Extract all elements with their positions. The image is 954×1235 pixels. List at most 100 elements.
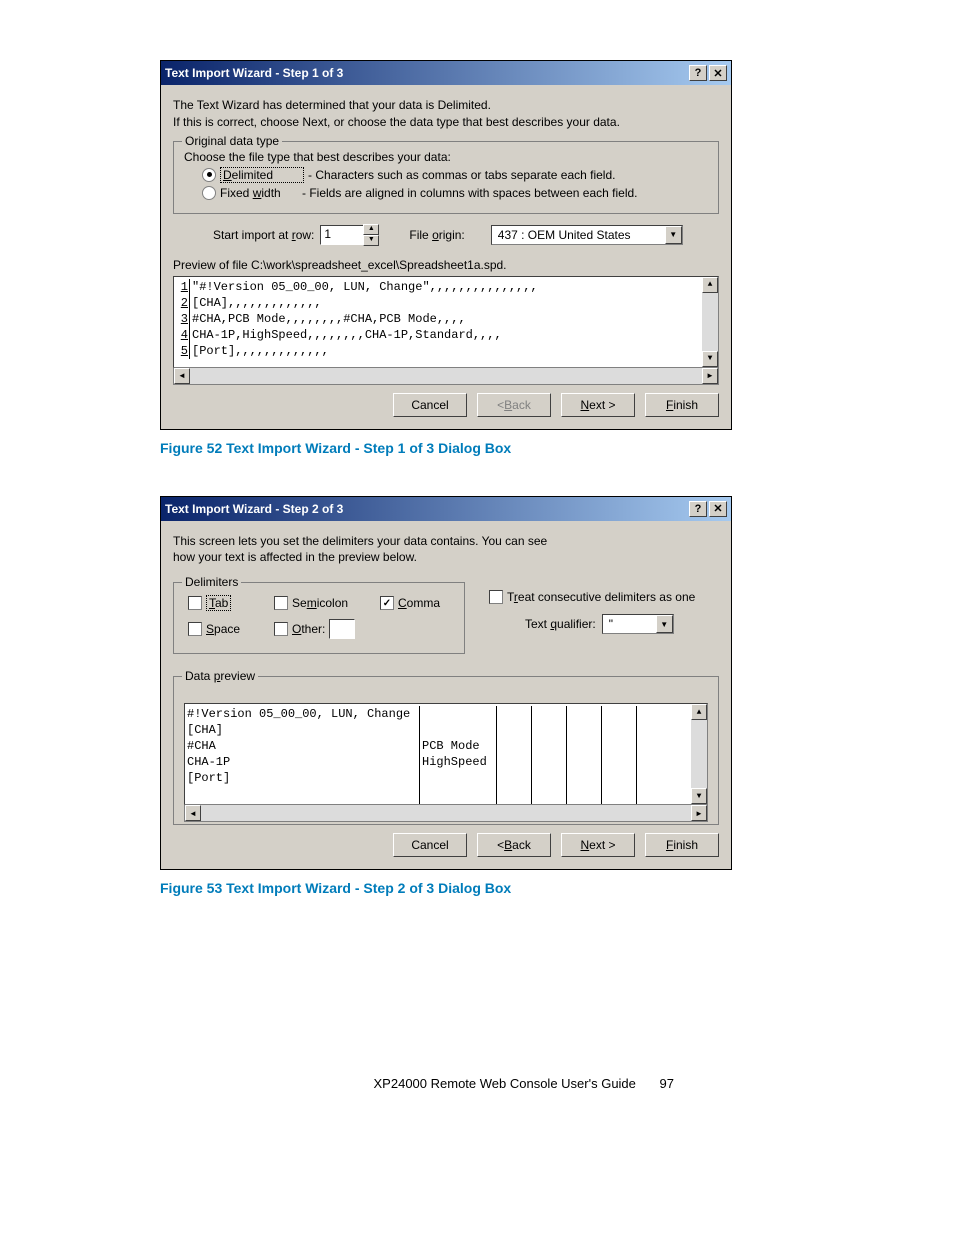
- fixed-width-radio[interactable]: [202, 186, 216, 200]
- original-data-type-group: Original data type Choose the file type …: [173, 141, 719, 214]
- preview-cell: [422, 770, 494, 786]
- semicolon-checkbox[interactable]: [274, 596, 288, 610]
- preview-columns: #!Version 05_00_00, LUN, Change[CHA]#CHA…: [185, 704, 707, 805]
- scroll-up-icon[interactable]: ▲: [691, 704, 707, 720]
- scrollbar-vertical[interactable]: ▲ ▼: [691, 704, 707, 804]
- space-checkbox-row[interactable]: Space: [188, 619, 258, 639]
- group-legend: Data preview: [182, 669, 258, 683]
- line-number: 2: [176, 295, 190, 311]
- start-row-spinner[interactable]: ▲ ▼: [363, 224, 379, 246]
- scrollbar-horizontal[interactable]: ◄ ►: [184, 805, 708, 822]
- intro-text: This screen lets you set the delimiters …: [173, 533, 719, 567]
- doc-title: XP24000 Remote Web Console User's Guide: [374, 1076, 636, 1091]
- treat-consecutive-row[interactable]: Treat consecutive delimiters as one: [489, 590, 695, 604]
- finish-button[interactable]: Finish: [645, 833, 719, 857]
- start-row-input[interactable]: 1: [320, 225, 364, 245]
- spin-down-icon[interactable]: ▼: [363, 235, 379, 246]
- scroll-track[interactable]: [190, 368, 702, 384]
- scroll-up-icon[interactable]: ▲: [702, 277, 718, 293]
- other-input[interactable]: [329, 619, 355, 639]
- preview-line: 4CHA-1P,HighSpeed,,,,,,,,CHA-1P,Standard…: [176, 327, 716, 343]
- line-number: 5: [176, 343, 190, 359]
- preview-cell: HighSpeed: [422, 754, 494, 770]
- line-number: 4: [176, 327, 190, 343]
- other-checkbox-row[interactable]: Other:: [274, 619, 355, 639]
- file-origin-label: File origin:: [409, 228, 464, 242]
- scrollbar-horizontal[interactable]: ◄ ►: [173, 368, 719, 385]
- space-checkbox[interactable]: [188, 622, 202, 636]
- other-checkbox[interactable]: [274, 622, 288, 636]
- finish-button[interactable]: Finish: [645, 393, 719, 417]
- page-number: 97: [660, 1076, 674, 1091]
- scroll-down-icon[interactable]: ▼: [691, 788, 707, 804]
- comma-checkbox[interactable]: [380, 596, 394, 610]
- delimited-label: Delimited: [220, 167, 304, 183]
- dialog-body: The Text Wizard has determined that your…: [161, 85, 731, 429]
- tab-checkbox-row[interactable]: Tab: [188, 595, 258, 611]
- back-button[interactable]: < Back: [477, 393, 551, 417]
- right-options: Treat consecutive delimiters as one Text…: [485, 576, 707, 644]
- space-label: Space: [206, 622, 240, 636]
- preview-cell: [Port]: [187, 770, 417, 786]
- delimiters-group: Delimiters Tab Semicolon Comma: [173, 582, 465, 654]
- cancel-button[interactable]: Cancel: [393, 833, 467, 857]
- intro-line: This screen lets you set the delimiters …: [173, 533, 719, 550]
- next-button[interactable]: Next >: [561, 393, 635, 417]
- scrollbar-vertical[interactable]: ▲ ▼: [702, 277, 718, 367]
- tab-checkbox[interactable]: [188, 596, 202, 610]
- preview-box: 1"#!Version 05_00_00, LUN, Change",,,,,,…: [173, 276, 719, 368]
- chevron-down-icon[interactable]: ▼: [665, 226, 682, 244]
- line-text: "#!Version 05_00_00, LUN, Change",,,,,,,…: [192, 279, 538, 295]
- preview-line: 5[Port],,,,,,,,,,,,,: [176, 343, 716, 359]
- fixed-width-radio-row[interactable]: Fixed width - Fields are aligned in colu…: [202, 186, 708, 200]
- text-qualifier-dropdown[interactable]: " ▼: [602, 614, 674, 634]
- preview-cell: CHA-1P: [187, 754, 417, 770]
- help-icon[interactable]: ?: [689, 65, 707, 81]
- line-text: CHA-1P,HighSpeed,,,,,,,,CHA-1P,Standard,…: [192, 327, 502, 343]
- preview-cell: PCB Mode: [422, 738, 494, 754]
- preview-line: 2[CHA],,,,,,,,,,,,,: [176, 295, 716, 311]
- scroll-track[interactable]: [702, 293, 718, 351]
- data-preview-box: #!Version 05_00_00, LUN, Change[CHA]#CHA…: [184, 703, 708, 805]
- preview-cell: [422, 706, 494, 722]
- scroll-right-icon[interactable]: ►: [702, 368, 718, 384]
- semicolon-checkbox-row[interactable]: Semicolon: [274, 595, 364, 611]
- preview-column: [497, 706, 532, 805]
- preview-cell: #!Version 05_00_00, LUN, Change: [187, 706, 417, 722]
- line-number: 1: [176, 279, 190, 295]
- choose-text: Choose the file type that best describes…: [184, 150, 708, 164]
- button-row: Cancel < Back Next > Finish: [173, 833, 719, 857]
- scroll-right-icon[interactable]: ►: [691, 805, 707, 821]
- text-qualifier-label: Text qualifier:: [525, 617, 596, 631]
- cancel-button[interactable]: Cancel: [393, 393, 467, 417]
- start-row-label: Start import at row:: [213, 228, 314, 242]
- scroll-left-icon[interactable]: ◄: [185, 805, 201, 821]
- comma-checkbox-row[interactable]: Comma: [380, 595, 440, 611]
- intro-line: If this is correct, choose Next, or choo…: [173, 114, 719, 131]
- treat-consecutive-checkbox[interactable]: [489, 590, 503, 604]
- scroll-left-icon[interactable]: ◄: [174, 368, 190, 384]
- scroll-down-icon[interactable]: ▼: [702, 351, 718, 367]
- scroll-track[interactable]: [691, 720, 707, 788]
- fixed-width-label: Fixed width: [220, 186, 298, 200]
- comma-label: Comma: [398, 596, 440, 610]
- file-origin-dropdown[interactable]: 437 : OEM United States ▼: [491, 225, 683, 245]
- button-row: Cancel < Back Next > Finish: [173, 393, 719, 417]
- preview-column: #!Version 05_00_00, LUN, Change[CHA]#CHA…: [185, 706, 420, 805]
- chevron-down-icon[interactable]: ▼: [656, 615, 673, 633]
- delimited-radio-row[interactable]: Delimited - Characters such as commas or…: [202, 167, 708, 183]
- spin-up-icon[interactable]: ▲: [363, 224, 379, 235]
- help-icon[interactable]: ?: [689, 501, 707, 517]
- preview-column: [532, 706, 567, 805]
- back-button[interactable]: < Back: [477, 833, 551, 857]
- scroll-track[interactable]: [201, 805, 691, 821]
- figure-caption: Figure 53 Text Import Wizard - Step 2 of…: [160, 880, 794, 896]
- delimited-radio[interactable]: [202, 168, 216, 182]
- window-title: Text Import Wizard - Step 1 of 3: [165, 66, 687, 80]
- next-button[interactable]: Next >: [561, 833, 635, 857]
- page-footer: XP24000 Remote Web Console User's Guide …: [160, 1076, 794, 1091]
- close-icon[interactable]: ✕: [709, 65, 727, 81]
- close-icon[interactable]: ✕: [709, 501, 727, 517]
- preview-column: [602, 706, 637, 805]
- fixed-width-desc: - Fields are aligned in columns with spa…: [302, 186, 638, 200]
